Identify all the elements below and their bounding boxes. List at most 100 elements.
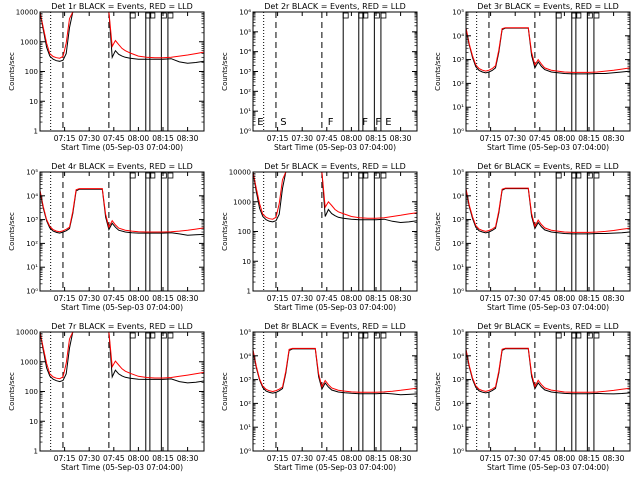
x-tick-label: 08:00 [341,294,363,303]
y-axis-label: Counts/sec [8,372,16,411]
x-axis-label: Start Time (05-Sep-03 07:04:00) [61,143,183,152]
x-tick-label: 08:15 [578,294,600,303]
panel-annotation: F [362,117,368,128]
event-flag-4 [145,332,152,339]
series-group [40,188,204,236]
y-tick-label: 1000 [233,198,251,206]
series-line-lld [40,188,204,233]
event-flag-5 [362,332,369,339]
x-tick-label: 07:15 [54,134,76,143]
y-tick-label: 10000 [16,9,38,17]
event-flag-7 [380,12,387,19]
panel-title: Det 9r BLACK = Events, RED = LLD [477,322,619,331]
series-line-events [40,332,204,384]
x-tick-label: 08:30 [177,294,199,303]
panel-title: Det 4r BLACK = Events, RED = LLD [51,162,193,171]
y-tick-label: 10⁵ [452,329,464,337]
event-flag-5 [575,12,582,19]
y-tick-label: 10¹ [452,104,464,112]
y-tick-label: 10 [29,98,38,106]
series-line-lld [253,347,417,393]
y-axis-label: Counts/sec [434,52,442,91]
panel-title: Det 5r BLACK = Events, RED = LLD [264,162,406,171]
y-tick-label: 10³ [26,216,38,224]
x-tick-label: 08:15 [152,134,174,143]
x-tick-label: 08:15 [578,454,600,463]
y-axis-label: Counts/sec [221,212,229,251]
series-line-events [40,188,204,236]
event-flag-5 [362,12,369,19]
y-tick-label: 10² [452,400,464,408]
x-tick-label: 08:00 [128,134,150,143]
y-tick-label: 1 [34,128,38,136]
x-tick-label: 07:15 [267,454,289,463]
y-axis-label: Counts/sec [221,52,229,91]
x-tick-label: 08:00 [554,454,576,463]
panel-annotation: F [328,117,334,128]
y-tick-label: 10⁵ [452,169,464,177]
event-flag-4 [358,332,365,339]
panel-annotation: S [280,117,286,128]
event-flag-5 [149,332,156,339]
y-axis-label: Counts/sec [221,372,229,411]
panel-title: Det 3r BLACK = Events, RED = LLD [477,2,619,11]
x-tick-label: 08:00 [341,134,363,143]
y-tick-label: 10⁶ [239,9,251,17]
event-flag-7 [593,172,600,179]
y-tick-label: 10⁵ [26,169,38,177]
plot-frame [39,11,205,132]
y-axis-label: Counts/sec [8,52,16,91]
x-axis-label: Start Time (05-Sep-03 07:04:00) [274,303,396,312]
x-tick-label: 08:15 [152,454,174,463]
event-flag-3 [129,172,136,179]
event-flag-6 [586,12,593,19]
event-flag-7 [380,332,387,339]
event-flag-7 [167,172,174,179]
x-axis-label: Start Time (05-Sep-03 07:04:00) [487,463,609,472]
x-axis-label: Start Time (05-Sep-03 07:04:00) [61,463,183,472]
series-line-lld [253,172,417,220]
event-flag-4 [358,172,365,179]
panel-title: Det 1r BLACK = Events, RED = LLD [51,2,193,11]
x-tick-label: 07:15 [54,294,76,303]
x-tick-label: 07:45 [103,294,125,303]
plot-frame [39,171,205,292]
event-flag-4 [145,172,152,179]
series-line-events [466,27,630,75]
y-tick-label: 10⁰ [452,128,464,136]
x-tick-label: 07:30 [291,454,313,463]
event-flag-6 [160,332,167,339]
series-group [40,332,204,384]
series-line-lld [466,347,630,393]
y-tick-label: 10¹ [452,424,464,432]
series-line-events [253,348,417,396]
y-tick-label: 1 [34,448,38,456]
panel-title: Det 2r BLACK = Events, RED = LLD [264,2,406,11]
y-axis-label: Counts/sec [434,212,442,251]
y-tick-label: 10² [26,240,38,248]
x-tick-label: 08:15 [578,134,600,143]
panel-title: Det 8r BLACK = Events, RED = LLD [264,322,406,331]
panel-annotation: E [385,117,391,128]
y-tick-label: 1 [247,288,251,296]
event-flag-7 [167,12,174,19]
series-line-events [466,348,630,395]
event-flag-3 [342,12,349,19]
y-tick-label: 10² [239,88,251,96]
event-flag-7 [593,332,600,339]
y-tick-label: 10³ [452,216,464,224]
series-line-events [466,188,630,235]
x-tick-label: 07:30 [78,454,100,463]
x-tick-label: 08:00 [128,454,150,463]
plot-frame [252,331,418,452]
x-tick-label: 08:00 [128,294,150,303]
y-tick-label: 10⁵ [239,329,251,337]
y-tick-label: 10⁰ [452,448,464,456]
y-tick-label: 10¹ [239,108,251,116]
x-tick-label: 08:30 [603,134,625,143]
event-flag-4 [358,12,365,19]
